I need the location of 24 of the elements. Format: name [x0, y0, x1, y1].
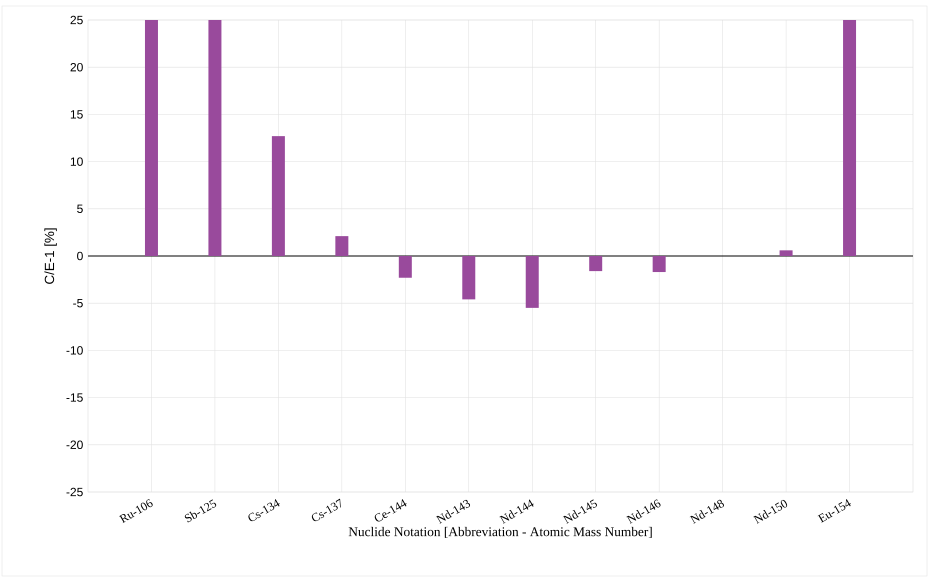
y-tick-label: -10	[66, 346, 83, 355]
bar	[398, 256, 412, 278]
y-tick-label: 15	[70, 110, 83, 119]
bar	[526, 256, 539, 308]
y-tick-label: 0	[77, 252, 83, 260]
y-tick-label: 10	[70, 157, 83, 166]
bar	[652, 256, 666, 272]
y-axis-title: C/E-1 [%]	[44, 228, 57, 284]
y-tick-label: -25	[66, 488, 83, 496]
y-tick-label: -20	[66, 440, 83, 450]
bar	[462, 256, 476, 300]
bar	[780, 250, 793, 256]
bar	[208, 20, 222, 256]
y-tick-label: 25	[70, 16, 83, 24]
bar	[589, 256, 602, 272]
bar	[335, 236, 348, 256]
y-tick-label: -15	[66, 393, 83, 402]
bar	[272, 136, 285, 256]
x-axis-title: Nuclide Notation [Abbreviation - Atomic Mass Number]	[348, 526, 652, 538]
y-tick-label: 20	[70, 62, 83, 72]
y-tick-label: -5	[73, 299, 83, 308]
bar	[843, 20, 856, 256]
bar	[144, 20, 158, 256]
y-tick-label: 5	[77, 204, 83, 213]
